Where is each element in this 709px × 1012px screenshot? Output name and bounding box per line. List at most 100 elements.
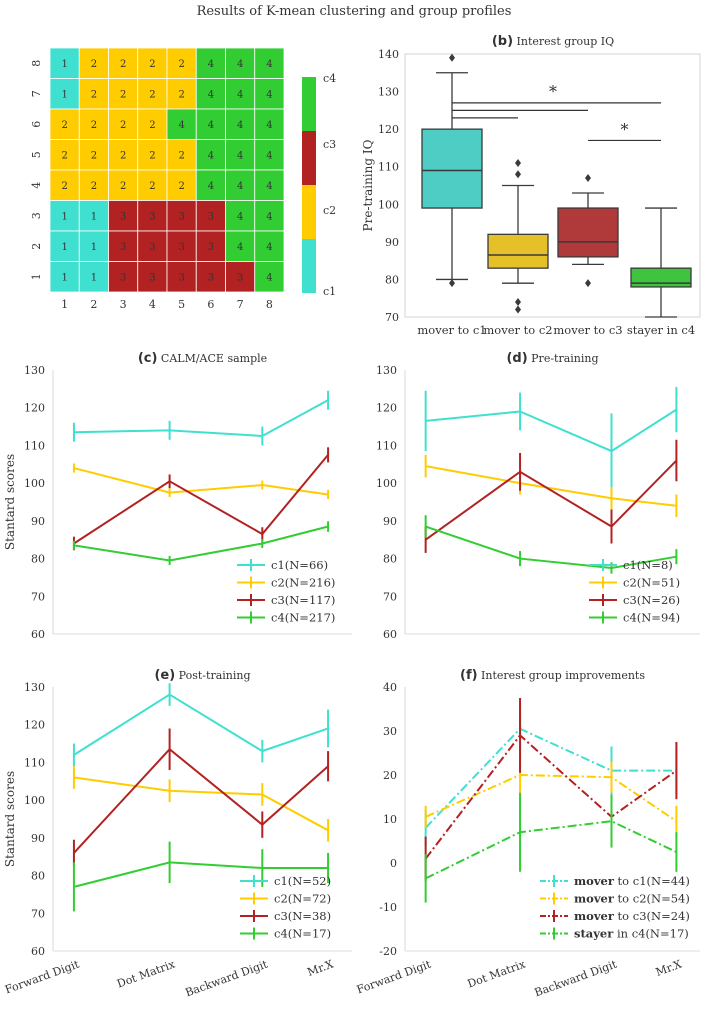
- x-tick: mover to c3: [553, 323, 622, 337]
- heatmap-cell: [78, 230, 109, 262]
- heatmap-cell-value: 4: [237, 59, 243, 70]
- panel-c-label: (c): [138, 351, 158, 366]
- outlier-point: [585, 173, 591, 182]
- legend-entry: c4(N=17): [274, 927, 331, 941]
- heatmap-cell-value: 1: [61, 89, 67, 100]
- heatmap-cell-value: 4: [266, 272, 272, 283]
- legend-entry: c3(N=38): [274, 909, 331, 923]
- heatmap-cell: [108, 261, 139, 293]
- y-tick: 110: [24, 756, 45, 769]
- y-tick: 130: [24, 364, 45, 377]
- heatmap-cell-value: 3: [208, 211, 214, 222]
- y-tick: 70: [31, 590, 45, 603]
- heatmap-cell: [137, 139, 168, 171]
- series-line-c3: [425, 459, 678, 541]
- heatmap-cell-value: 3: [120, 242, 126, 253]
- legend-entry: c3(N=117): [271, 593, 335, 607]
- x-tick: 3: [120, 298, 127, 311]
- series-line-c2: [73, 467, 329, 496]
- outlier-point: [585, 279, 591, 288]
- y-tick: 7: [30, 90, 43, 97]
- heatmap-cell: [225, 200, 256, 232]
- x-tick: Backward Digit: [184, 957, 270, 999]
- heatmap-cell: [137, 261, 168, 293]
- heatmap-cell-value: 4: [208, 89, 214, 100]
- colorbar-label: c3: [323, 138, 336, 151]
- y-axis-label: Stantard scores: [3, 454, 17, 550]
- legend-entry-bold: mover: [574, 892, 615, 906]
- heatmap-cell-value: 4: [237, 120, 243, 131]
- x-tick: 8: [266, 298, 273, 311]
- colorbar-segment-c2: [302, 185, 316, 239]
- heatmap-cell-value: 2: [178, 181, 184, 192]
- y-tick: 10: [383, 813, 397, 826]
- heatmap-cell: [137, 108, 168, 140]
- y-tick: 110: [378, 161, 399, 174]
- heatmap-cell-value: 1: [91, 211, 97, 222]
- series-line-c1: [425, 408, 677, 453]
- legend-entry: c1(N=8): [623, 558, 673, 572]
- panel-b-label: (b): [492, 34, 513, 49]
- legend-entry: mover to c1(N=44): [574, 874, 690, 888]
- panel-c-calm-ace: (c) CALM/ACE sample 60 70 80 90 100 110 120 130 S…: [3, 351, 352, 641]
- heatmap-cell-value: 3: [149, 242, 155, 253]
- panel-d-label: (d): [506, 351, 527, 366]
- legend-entry: stayer in c4(N=17): [574, 927, 689, 941]
- x-tick: 6: [207, 298, 214, 311]
- x-tick: Backward Digit: [533, 957, 619, 999]
- heatmap-cell: [166, 169, 197, 201]
- heatmap-cell-value: 3: [120, 272, 126, 283]
- legend-entry-bold: mover: [574, 874, 615, 888]
- heatmap-cell-value: 2: [91, 120, 97, 131]
- heatmap-cell-value: 2: [178, 89, 184, 100]
- colorbar-label: c4: [323, 72, 336, 85]
- heatmap-cell: [166, 230, 197, 262]
- panel-e-title-text: Post-training: [175, 669, 250, 682]
- heatmap-cell-value: 1: [91, 242, 97, 253]
- heatmap-cell-value: 3: [149, 211, 155, 222]
- series-line-c4: [73, 861, 329, 888]
- y-tick: -10: [379, 901, 397, 914]
- y-tick: 100: [24, 794, 45, 807]
- legend-entry-rest: to c1(N=44): [614, 874, 690, 888]
- y-tick: 60: [383, 628, 397, 641]
- y-tick: 120: [376, 402, 397, 415]
- panel-b-iq-boxplot: (b) Interest group IQ 70 80 90 100 110 120 130 1…: [361, 34, 701, 337]
- heatmap-cell-value: 4: [237, 181, 243, 192]
- heatmap-cell: [49, 261, 80, 293]
- legend-entry: mover to c2(N=54): [574, 892, 690, 906]
- y-tick: 6: [30, 121, 43, 128]
- series-line-c2: [425, 465, 677, 507]
- series-line-c4: [425, 820, 677, 880]
- x-tick: Mr.X: [306, 958, 336, 979]
- heatmap-cell: [49, 47, 80, 79]
- y-tick: 80: [383, 553, 397, 566]
- panel-e-title: (e) Post-training: [154, 668, 250, 683]
- heatmap-cell-value: 2: [149, 120, 155, 131]
- heatmap-cell-value: 4: [266, 120, 272, 131]
- heatmap-cell-value: 2: [61, 150, 67, 161]
- heatmap-cell-value: 4: [237, 211, 243, 222]
- heatmap-cell: [166, 261, 197, 293]
- heatmap-cell-value: 1: [61, 272, 67, 283]
- heatmap-cell-value: 3: [178, 211, 184, 222]
- panel-b-title-text: Interest group IQ: [513, 35, 614, 48]
- x-tick: Mr.X: [654, 958, 684, 979]
- series-line-c1: [73, 693, 329, 756]
- heatmap-cell-value: 2: [149, 150, 155, 161]
- panel-f-title-text: Interest group improvements: [478, 669, 646, 682]
- heatmap-cell-value: 4: [266, 181, 272, 192]
- heatmap-cell: [108, 108, 139, 140]
- y-tick: 8: [30, 60, 43, 67]
- heatmap-cell-value: 4: [237, 242, 243, 253]
- panel-d-pre-training: (d) Pre-training 60 70 80 90 100 110 120 130 c1(N…: [376, 351, 700, 641]
- heatmap-cell-value: 1: [61, 242, 67, 253]
- heatmap-cell: [254, 108, 285, 140]
- y-axis-label: Stantard scores: [3, 771, 17, 867]
- heatmap-cell-value: 4: [266, 89, 272, 100]
- heatmap-cell-value: 1: [61, 211, 67, 222]
- y-tick: 110: [376, 439, 397, 452]
- legend-entry-rest: to c2(N=54): [614, 892, 690, 906]
- outlier-point: [515, 158, 521, 167]
